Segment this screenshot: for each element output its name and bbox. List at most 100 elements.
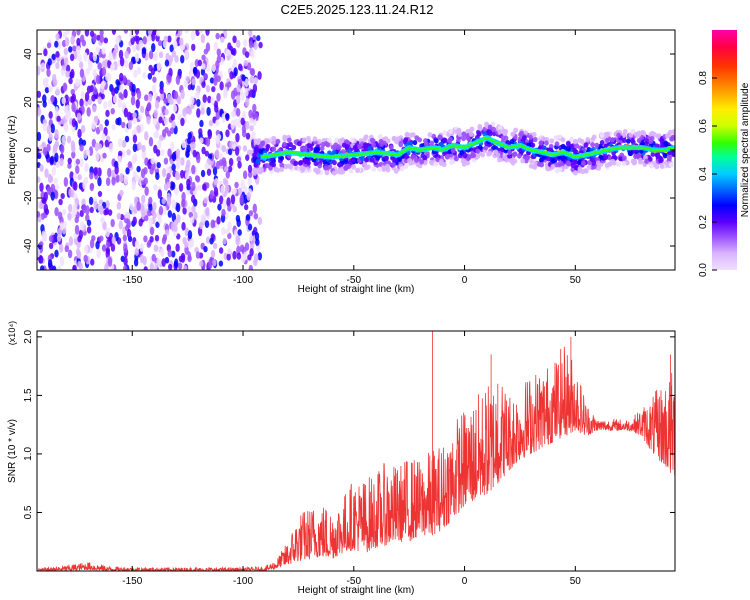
heatmap-cell	[324, 170, 330, 176]
heatmap-cell	[414, 135, 420, 141]
heatmap-cell	[114, 164, 119, 175]
heatmap-cell	[39, 182, 44, 193]
heatmap-cell	[213, 41, 219, 51]
heatmap-cell	[670, 134, 675, 140]
heatmap-cell	[271, 135, 277, 142]
heatmap-cell	[279, 155, 285, 161]
heatmap-cell	[199, 260, 204, 267]
heatmap-cell	[42, 146, 48, 156]
heatmap-cell	[650, 130, 655, 136]
heatmap-cell	[346, 163, 352, 169]
heatmap-cell	[249, 89, 254, 98]
heatmap-cell	[151, 84, 157, 94]
heatmap-cell	[491, 126, 497, 132]
heatmap-cell	[379, 141, 384, 147]
heatmap-cell	[553, 135, 559, 141]
heatmap-cell	[197, 59, 203, 67]
heatmap-cell	[119, 72, 124, 82]
heatmap-cell	[129, 202, 134, 211]
heatmap-cell	[604, 138, 610, 144]
heatmap-cell	[363, 165, 369, 171]
heatmap-cell	[183, 80, 188, 88]
heatmap-cell	[252, 170, 258, 176]
heatmap-cell	[596, 162, 602, 168]
heatmap-cell	[477, 125, 483, 131]
heatmap-cell	[99, 30, 104, 37]
heatmap-cell	[64, 36, 70, 47]
heatmap-cell	[239, 244, 245, 253]
heatmap-cell	[157, 139, 162, 149]
heatmap-cell	[167, 263, 173, 270]
heatmap-cell	[252, 103, 257, 113]
heatmap-cell	[319, 145, 325, 152]
heatmap-cell	[100, 216, 105, 224]
heatmap-cell	[245, 97, 250, 107]
heatmap-cell	[121, 121, 126, 129]
heatmap-cell	[87, 98, 92, 106]
heatmap-cell	[68, 46, 73, 53]
heatmap-cell	[343, 158, 349, 164]
heatmap-cell	[159, 92, 165, 101]
heatmap-cell	[636, 152, 642, 159]
heatmap-cell	[134, 174, 140, 182]
heatmap-cell	[226, 253, 231, 261]
heatmap-cell	[54, 106, 59, 117]
heatmap-cell	[130, 95, 136, 106]
heatmap-cell	[166, 172, 171, 180]
heatmap-cell	[155, 149, 161, 157]
heatmap-cell	[249, 125, 254, 132]
heatmap-cell	[149, 226, 155, 236]
heatmap-cell	[104, 139, 109, 148]
heatmap-cell	[201, 54, 206, 61]
heatmap-cell	[461, 131, 467, 137]
heatmap-cell	[153, 131, 158, 139]
heatmap-cell	[507, 149, 513, 155]
heatmap-cell	[204, 162, 209, 170]
heatmap-cell	[255, 158, 261, 165]
heatmap-cell	[529, 158, 534, 164]
heatmap-cell	[161, 167, 167, 178]
heatmap-cell	[355, 167, 360, 173]
heatmap-cell	[205, 236, 211, 244]
heatmap-cell	[252, 83, 258, 93]
heatmap-cell	[48, 111, 53, 119]
heatmap-cell	[110, 218, 115, 228]
heatmap-cell	[201, 63, 206, 70]
heatmap-cell	[37, 106, 41, 116]
heatmap-cell	[173, 40, 178, 50]
heatmap-cell	[180, 117, 185, 127]
heatmap-cell	[158, 205, 164, 216]
heatmap-cell	[191, 164, 196, 175]
heatmap-cell	[442, 137, 447, 143]
heatmap-cell	[240, 91, 245, 101]
heatmap-cell	[249, 75, 254, 84]
heatmap-cell	[254, 147, 260, 153]
heatmap-cell	[232, 47, 237, 56]
heatmap-cell	[193, 211, 198, 220]
top-x-axis-label: Height of straight line (km)	[298, 284, 415, 295]
heatmap-cell	[197, 184, 202, 191]
heatmap-cell	[502, 154, 508, 160]
heatmap-cell	[325, 142, 331, 148]
heatmap-cell	[119, 189, 124, 197]
heatmap-cell	[143, 235, 148, 243]
heatmap-cell	[590, 164, 595, 170]
heatmap-cell	[468, 131, 474, 137]
heatmap-cell	[163, 35, 169, 43]
heatmap-cell	[64, 122, 69, 133]
heatmap-cell	[95, 74, 101, 85]
heatmap-cell	[486, 128, 492, 134]
bottom-x-axis-label: Height of straight line (km)	[298, 585, 415, 596]
heatmap-cell	[187, 229, 193, 240]
heatmap-cell	[133, 258, 139, 267]
heatmap-cell	[88, 196, 94, 206]
heatmap-cell	[184, 49, 189, 59]
heatmap-cell	[225, 228, 230, 235]
heatmap-cell	[192, 66, 198, 75]
heatmap-cell	[648, 163, 654, 169]
heatmap-cell	[139, 243, 144, 252]
heatmap-cell	[191, 78, 196, 86]
heatmap-cell	[332, 160, 337, 166]
heatmap-cell	[554, 141, 560, 147]
heatmap-cell	[132, 143, 138, 153]
